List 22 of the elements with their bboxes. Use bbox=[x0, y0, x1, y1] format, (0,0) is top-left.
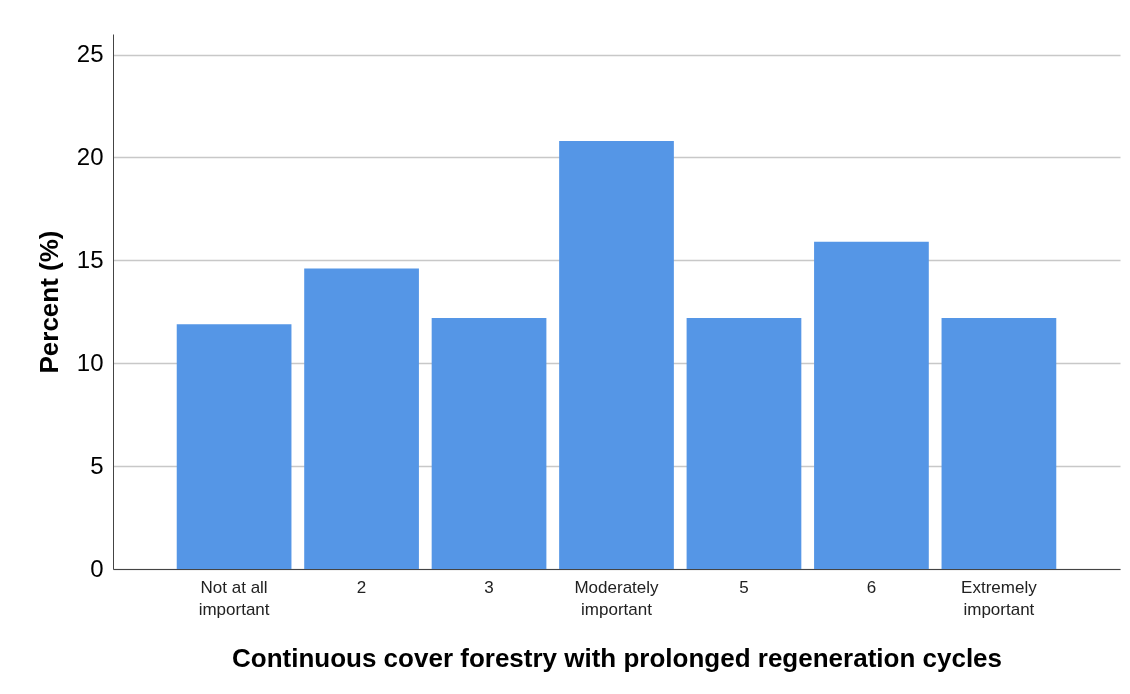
x-tick-label: Extremely important bbox=[961, 577, 1038, 619]
x-tick-label: 5 bbox=[739, 577, 749, 597]
bar bbox=[431, 317, 547, 569]
x-tick-label: 2 bbox=[356, 577, 367, 597]
y-tick-label: 20 bbox=[76, 142, 104, 170]
bar bbox=[559, 141, 674, 569]
bar bbox=[176, 324, 292, 569]
y-tick-label: 0 bbox=[90, 554, 104, 582]
x-axis-title: Continuous cover forestry with prolonged regeneration cycles bbox=[231, 642, 1003, 673]
bar bbox=[304, 268, 419, 569]
y-axis-title: Percent (%) bbox=[33, 230, 64, 374]
x-tick-label: 6 bbox=[866, 577, 877, 597]
y-tick-label: 5 bbox=[90, 451, 104, 479]
bar bbox=[941, 317, 1057, 569]
y-tick-label: 15 bbox=[76, 245, 104, 273]
x-tick-label: Moderately important bbox=[574, 577, 660, 619]
x-tick-label: Not at all important bbox=[198, 577, 270, 619]
bar bbox=[814, 241, 929, 569]
x-tick-label: 3 bbox=[484, 577, 494, 597]
bar bbox=[686, 317, 802, 569]
y-tick-label: 25 bbox=[76, 40, 104, 68]
y-tick-label: 10 bbox=[76, 348, 104, 376]
